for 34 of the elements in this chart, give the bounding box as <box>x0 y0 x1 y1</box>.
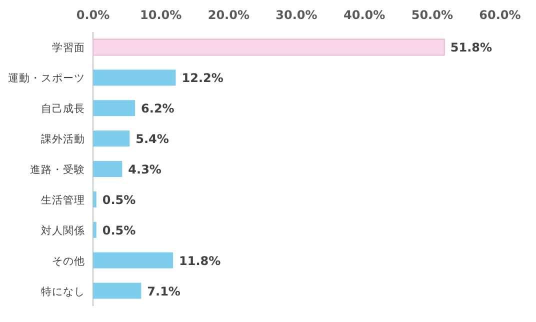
x-tick-label: 0.0% <box>76 8 110 22</box>
data-label: 12.2% <box>182 71 224 86</box>
y-tick-label: その他 <box>52 255 85 268</box>
x-tick-label: 50.0% <box>411 8 453 22</box>
bar <box>93 222 96 238</box>
y-tick-label: 課外活動 <box>41 132 85 146</box>
x-tick-label: 20.0% <box>208 8 250 22</box>
y-tick-label: 生活管理 <box>41 193 85 206</box>
bar <box>92 38 445 56</box>
x-tick-label: 40.0% <box>344 8 386 22</box>
bar <box>93 161 122 177</box>
x-tick-label: 30.0% <box>276 8 318 22</box>
y-tick-label: 進路・受験 <box>30 163 85 176</box>
data-label: 11.8% <box>179 254 221 268</box>
data-label: 6.2% <box>141 102 174 116</box>
bar <box>93 130 130 147</box>
y-tick-label: 学習面 <box>52 42 85 54</box>
data-label: 51.8% <box>450 40 492 55</box>
y-tick-label: 自己成長 <box>41 102 85 116</box>
y-tick-label: 特になし <box>41 286 85 298</box>
x-tick-label: 60.0% <box>479 8 521 22</box>
data-label: 5.4% <box>136 132 169 146</box>
data-label: 7.1% <box>147 284 180 298</box>
data-label: 4.3% <box>128 162 162 176</box>
bar <box>93 70 176 86</box>
y-tick-label: 運動・スポーツ <box>8 72 85 85</box>
bar <box>93 282 142 299</box>
bar <box>93 191 96 208</box>
data-label: 0.5% <box>102 223 136 238</box>
y-tick-label: 対人関係 <box>41 224 85 237</box>
bar <box>93 100 136 116</box>
data-label: 0.5% <box>102 192 136 207</box>
bar <box>93 252 174 268</box>
x-tick-label: 10.0% <box>140 8 182 22</box>
